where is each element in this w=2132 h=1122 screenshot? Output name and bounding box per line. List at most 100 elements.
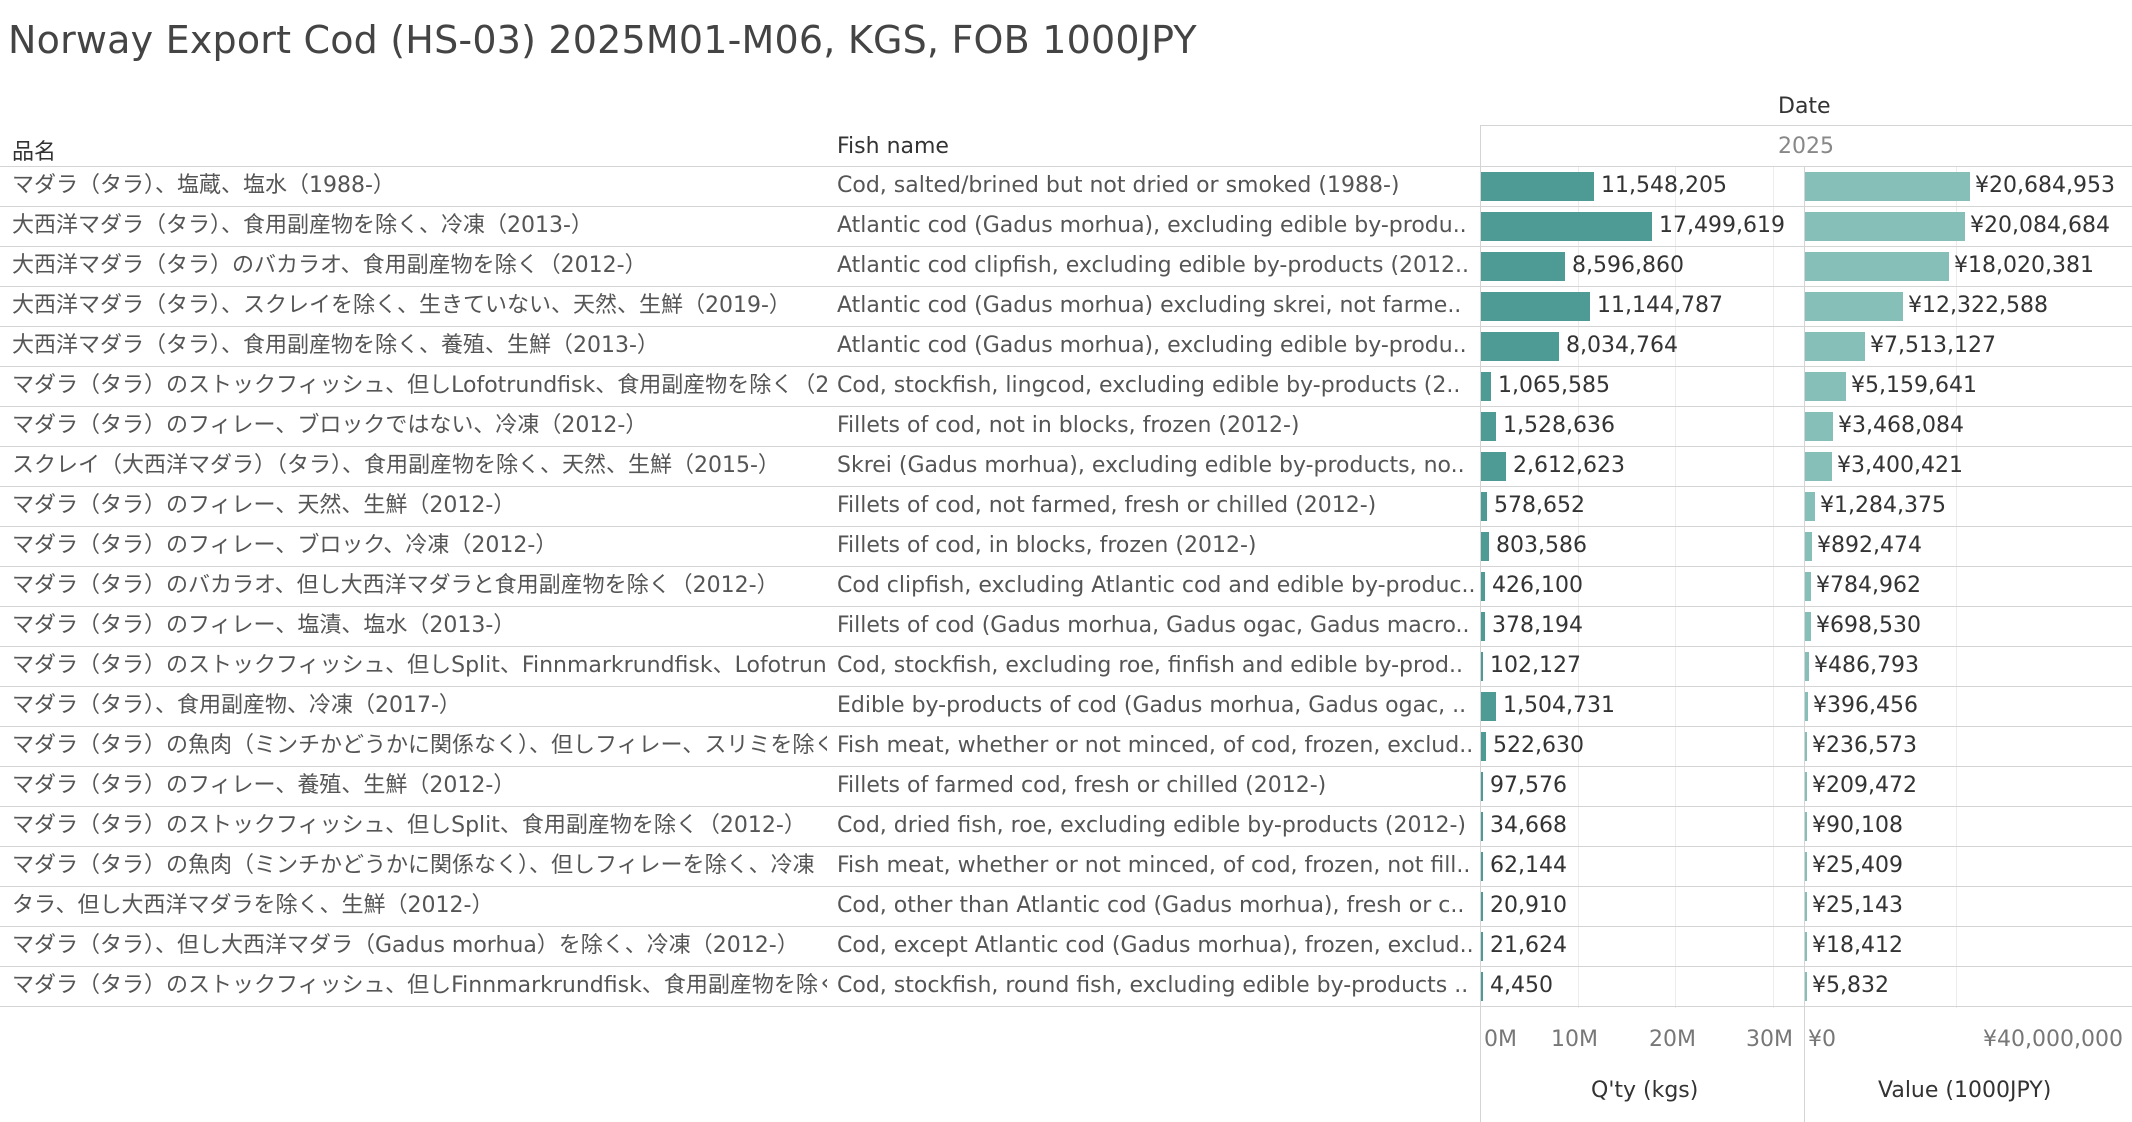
value-bar (1805, 412, 1833, 441)
qty-label: 378,194 (1492, 613, 1583, 638)
qty-bar (1481, 572, 1485, 601)
chart-title: Norway Export Cod (HS-03) 2025M01-M06, K… (8, 18, 1197, 62)
qty-bar (1481, 212, 1652, 241)
qty-label: 20,910 (1490, 893, 1567, 918)
row-divider (0, 326, 2132, 327)
table-row: マダラ（タラ）のフィレー、天然、生鮮（2012-） Fillets of cod,… (0, 486, 2132, 526)
qty-label: 1,065,585 (1498, 373, 1610, 398)
value-bar (1805, 612, 1811, 641)
qty-label: 11,144,787 (1597, 293, 1723, 318)
value-label: ¥396,456 (1813, 693, 1918, 718)
item-name-jp: タラ、但し大西洋マダラを除く、生鮮（2012-） (12, 893, 494, 918)
item-name-jp: マダラ（タラ）のフィレー、ブロックではない、冷凍（2012-） (12, 413, 648, 438)
table-row: マダラ（タラ）のストックフィッシュ、但しSplit、Finnmarkrundfi… (0, 646, 2132, 686)
row-divider (0, 446, 2132, 447)
fish-name-en: Fish meat, whether or not minced, of cod… (837, 853, 1471, 878)
qty-tick-0: 0M (1484, 1027, 1517, 1052)
value-label: ¥20,684,953 (1975, 173, 2115, 198)
item-name-jp: マダラ（タラ）のフィレー、ブロック、冷凍（2012-） (12, 533, 558, 558)
value-label: ¥90,108 (1812, 813, 1903, 838)
row-divider (0, 526, 2132, 527)
qty-tick-10: 10M (1551, 1027, 1598, 1052)
qty-label: 426,100 (1492, 573, 1583, 598)
value-label: ¥1,284,375 (1820, 493, 1946, 518)
qty-bar (1481, 652, 1483, 681)
qty-label: 4,450 (1490, 973, 1553, 998)
fish-name-en: Fish meat, whether or not minced, of cod… (837, 733, 1474, 758)
item-name-jp: マダラ（タラ）、食用副産物、冷凍（2017-） (12, 693, 461, 718)
qty-grid-10m (1578, 166, 1579, 1008)
qty-bar (1481, 372, 1491, 401)
value-bar (1805, 452, 1832, 481)
value-bar (1805, 532, 1812, 561)
header-divider (1480, 125, 2132, 126)
column-header-jp: 品名 (12, 140, 57, 165)
fish-name-en: Fillets of farmed cod, fresh or chilled … (837, 773, 1327, 798)
table-row: マダラ（タラ）のフィレー、養殖、生鮮（2012-） Fillets of farm… (0, 766, 2132, 806)
value-label: ¥209,472 (1812, 773, 1917, 798)
qty-axis-title: Q'ty (kgs) (1591, 1078, 1699, 1103)
qty-bar (1481, 812, 1483, 841)
qty-tick-20: 20M (1649, 1027, 1696, 1052)
value-label: ¥892,474 (1817, 533, 1922, 558)
value-label: ¥7,513,127 (1870, 333, 1996, 358)
value-label: ¥486,793 (1814, 653, 1919, 678)
qty-bar (1481, 172, 1594, 201)
row-divider (0, 406, 2132, 407)
value-bar (1805, 492, 1815, 521)
table-bottom-line (0, 1006, 2132, 1007)
value-bar (1805, 292, 1903, 321)
row-divider (0, 206, 2132, 207)
fish-name-en: Cod, stockfish, round fish, excluding ed… (837, 973, 1469, 998)
row-divider (0, 606, 2132, 607)
table-row: マダラ（タラ）、塩蔵、塩水（1988-） Cod, salted/brined b… (0, 166, 2132, 206)
fish-name-en: Fillets of cod, in blocks, frozen (2012-… (837, 533, 1257, 558)
table-row: マダラ（タラ）のフィレー、ブロックではない、冷凍（2012-） Fillets o… (0, 406, 2132, 446)
qty-tick-30: 30M (1746, 1027, 1793, 1052)
qty-label: 803,586 (1496, 533, 1587, 558)
value-tick-0: ¥0 (1808, 1027, 1836, 1052)
value-label: ¥12,322,588 (1908, 293, 2048, 318)
qty-bar (1481, 252, 1565, 281)
fish-name-en: Atlantic cod clipfish, excluding edible … (837, 253, 1469, 278)
item-name-jp: マダラ（タラ）のストックフィッシュ、但しSplit、Finnmarkrundfi… (12, 653, 827, 678)
table-row: タラ、但し大西洋マダラを除く、生鮮（2012-） Cod, other than … (0, 886, 2132, 926)
fish-name-en: Cod clipfish, excluding Atlantic cod and… (837, 573, 1476, 598)
qty-grid-20m (1675, 166, 1676, 1008)
value-bar (1805, 772, 1807, 801)
item-name-jp: 大西洋マダラ（タラ）、食用副産物を除く、冷凍（2013-） (12, 213, 593, 238)
qty-bar (1481, 332, 1559, 361)
row-divider (0, 766, 2132, 767)
fish-name-en: Atlantic cod (Gadus morhua), excluding e… (837, 333, 1467, 358)
qty-bar (1481, 852, 1483, 881)
item-name-jp: マダラ（タラ）、但し大西洋マダラ（Gadus morhua）を除く、冷凍（201… (12, 933, 799, 958)
qty-label: 8,596,860 (1572, 253, 1684, 278)
value-bar (1805, 852, 1807, 881)
fish-name-en: Edible by-products of cod (Gadus morhua,… (837, 693, 1467, 718)
table-row: スクレイ（大西洋マダラ）（タラ）、食用副産物を除く、天然、生鮮（2015-） Sk… (0, 446, 2132, 486)
row-divider (0, 886, 2132, 887)
row-divider (0, 806, 2132, 807)
table-row: マダラ（タラ）のストックフィッシュ、但しLofotrundfisk、食用副産物を… (0, 366, 2132, 406)
column-header-en: Fish name (837, 134, 949, 159)
value-bar (1805, 212, 1965, 241)
item-name-jp: マダラ（タラ）の魚肉（ミンチかどうかに関係なく）、但しフィレーを除く、冷凍（20… (12, 853, 827, 878)
value-label: ¥25,143 (1812, 893, 1903, 918)
fish-name-en: Fillets of cod, not farmed, fresh or chi… (837, 493, 1377, 518)
fish-name-en: Cod, other than Atlantic cod (Gadus morh… (837, 893, 1465, 918)
qty-bar (1481, 452, 1506, 481)
value-label: ¥25,409 (1812, 853, 1903, 878)
value-bar (1805, 972, 1807, 1001)
qty-bar (1481, 692, 1496, 721)
qty-label: 578,652 (1494, 493, 1585, 518)
row-divider (0, 686, 2132, 687)
row-divider (0, 646, 2132, 647)
fish-name-en: Cod, dried fish, roe, excluding edible b… (837, 813, 1467, 838)
item-name-jp: 大西洋マダラ（タラ）のバカラオ、食用副産物を除く（2012-） (12, 253, 647, 278)
value-label: ¥20,084,684 (1970, 213, 2110, 238)
item-name-jp: マダラ（タラ）のフィレー、養殖、生鮮（2012-） (12, 773, 516, 798)
fish-name-en: Fillets of cod (Gadus morhua, Gadus ogac… (837, 613, 1470, 638)
table-row: マダラ（タラ）のフィレー、ブロック、冷凍（2012-） Fillets of co… (0, 526, 2132, 566)
row-divider (0, 846, 2132, 847)
value-axis-title: Value (1000JPY) (1878, 1078, 2052, 1103)
